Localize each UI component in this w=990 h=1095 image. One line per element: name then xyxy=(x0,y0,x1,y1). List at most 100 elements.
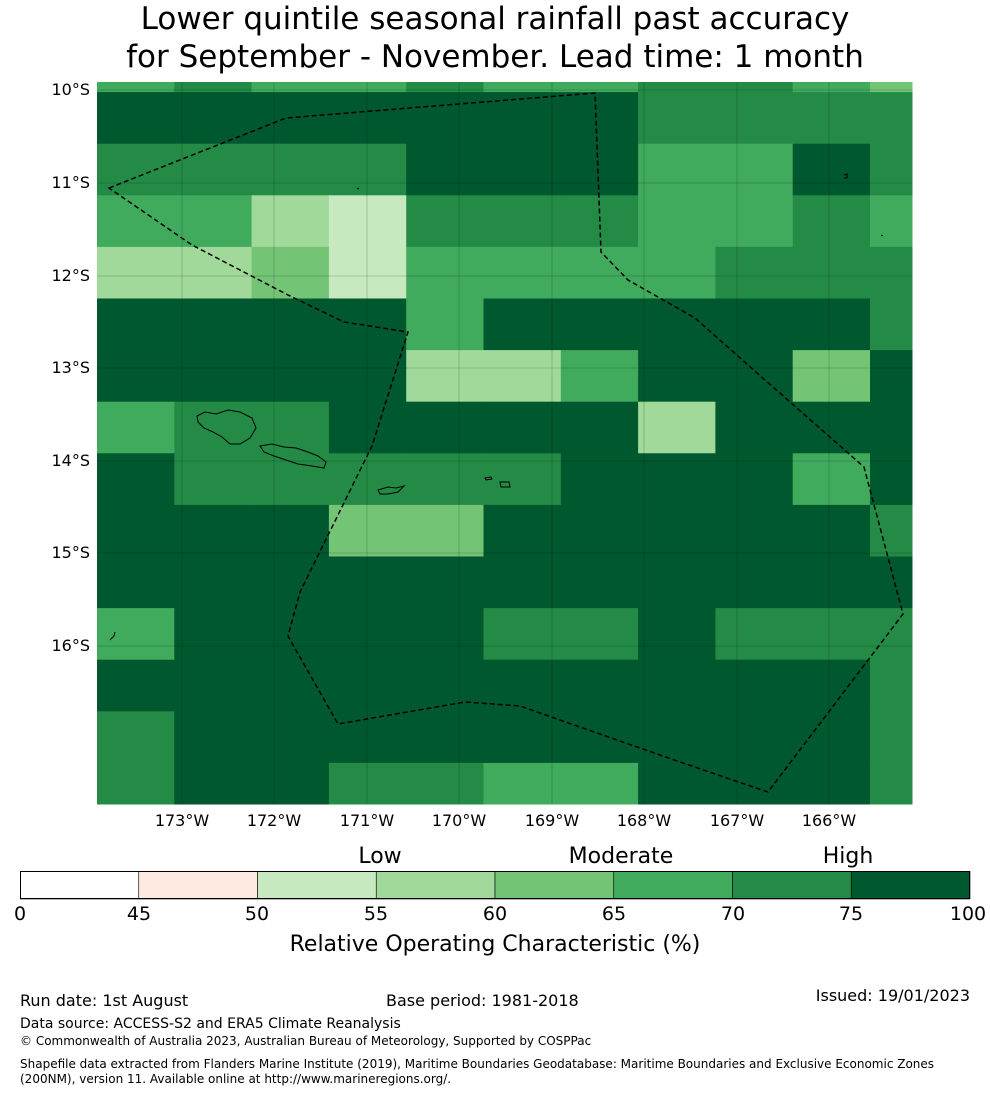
map-cell xyxy=(870,401,913,454)
island-tutuila xyxy=(377,485,406,495)
map-cell xyxy=(638,453,716,506)
map-cell xyxy=(715,608,794,661)
map-cell xyxy=(638,195,716,248)
map-cell xyxy=(638,350,716,403)
map-cell xyxy=(715,556,794,609)
map-cell xyxy=(483,401,562,454)
map-cell xyxy=(251,762,330,805)
map-cell xyxy=(638,762,716,805)
map-cell xyxy=(638,143,716,196)
map-cell xyxy=(174,401,253,454)
map-cell xyxy=(97,82,175,93)
lon-label-168w: 168°W xyxy=(616,811,672,830)
map-cell xyxy=(715,711,794,764)
map-cell xyxy=(483,298,562,351)
shapefile-credit-line-2: (200NM), version 11. Available online at… xyxy=(20,1072,452,1086)
map-cell xyxy=(174,608,253,661)
map-cell xyxy=(174,659,253,712)
lat-label-12s: 12°S xyxy=(51,266,90,285)
map-cell xyxy=(638,246,716,299)
map-gridlines xyxy=(97,82,912,804)
map-cell xyxy=(97,350,175,403)
map-cell xyxy=(792,608,871,661)
lat-label-10s: 10°S xyxy=(51,80,90,99)
run-date: Run date: 1st August xyxy=(20,991,189,1010)
map-cell xyxy=(638,82,716,93)
colorbar-segment xyxy=(850,871,971,900)
map-cell xyxy=(638,608,716,661)
map-cell xyxy=(560,298,639,351)
map-cell xyxy=(792,246,871,299)
map-cell xyxy=(715,246,794,299)
map-cell xyxy=(870,608,913,661)
map-cell xyxy=(97,711,175,764)
map-cell xyxy=(97,401,175,454)
map-cell xyxy=(483,504,562,557)
map-cell xyxy=(638,556,716,609)
map-cell xyxy=(560,246,639,299)
lat-label-11s: 11°S xyxy=(51,173,90,192)
map-cell xyxy=(251,659,330,712)
map-cell xyxy=(792,92,871,145)
colorbar-segment xyxy=(732,871,852,900)
island-upolu xyxy=(259,443,327,469)
map-cell xyxy=(251,350,330,403)
map-cell xyxy=(715,298,794,351)
map-cell xyxy=(560,350,639,403)
colorbar-segment xyxy=(20,871,140,900)
map-cell xyxy=(715,659,794,712)
map-cell xyxy=(97,556,175,609)
map-cell xyxy=(560,659,639,712)
lon-label-167w: 167°W xyxy=(709,811,765,830)
map-cells xyxy=(97,82,913,805)
map-cell xyxy=(870,143,913,196)
colorbar xyxy=(20,871,971,900)
map-cell xyxy=(251,82,330,93)
map-cell xyxy=(174,195,253,248)
islet-c xyxy=(109,631,116,641)
island-swains xyxy=(843,173,848,179)
lat-label-14s: 14°S xyxy=(51,451,90,470)
map-cell xyxy=(483,350,562,403)
colorbar-tick-65: 65 xyxy=(601,903,627,925)
map-cell xyxy=(715,504,794,557)
map-cell xyxy=(560,82,639,93)
map-cell xyxy=(328,143,407,196)
map-cell xyxy=(97,608,175,661)
map-cell xyxy=(251,556,330,609)
map-cell xyxy=(406,659,484,712)
map-cell xyxy=(792,82,871,93)
map-cell xyxy=(792,401,871,454)
colorbar-tick-70: 70 xyxy=(720,903,746,925)
map-cell xyxy=(560,711,639,764)
map-cell xyxy=(174,92,253,145)
map-cell xyxy=(560,401,639,454)
map-cell xyxy=(251,246,330,299)
map-cell xyxy=(406,82,484,93)
map-cell xyxy=(174,453,253,506)
map-cell xyxy=(638,504,716,557)
rainfall-accuracy-map xyxy=(97,82,913,805)
map-cell xyxy=(406,143,484,196)
map-cell xyxy=(97,246,175,299)
map-title: Lower quintile seasonal rainfall past ac… xyxy=(0,0,990,76)
lon-label-169w: 169°W xyxy=(524,811,580,830)
map-cell xyxy=(97,453,175,506)
map-cell xyxy=(328,556,407,609)
map-cell xyxy=(406,608,484,661)
map-cell xyxy=(174,556,253,609)
map-cell xyxy=(97,195,175,248)
colorbar-segment xyxy=(613,871,733,900)
lon-label-173w: 173°W xyxy=(154,811,210,830)
lon-label-171w: 171°W xyxy=(339,811,395,830)
map-cell xyxy=(792,556,871,609)
base-period: Base period: 1981-2018 xyxy=(386,991,579,1010)
map-cell xyxy=(715,195,794,248)
map-cell xyxy=(328,195,407,248)
map-cell xyxy=(97,504,175,557)
map-cell xyxy=(406,92,484,145)
map-cell xyxy=(251,298,330,351)
map-cell xyxy=(870,659,913,712)
map-cell xyxy=(97,762,175,805)
map-cell xyxy=(715,82,794,93)
